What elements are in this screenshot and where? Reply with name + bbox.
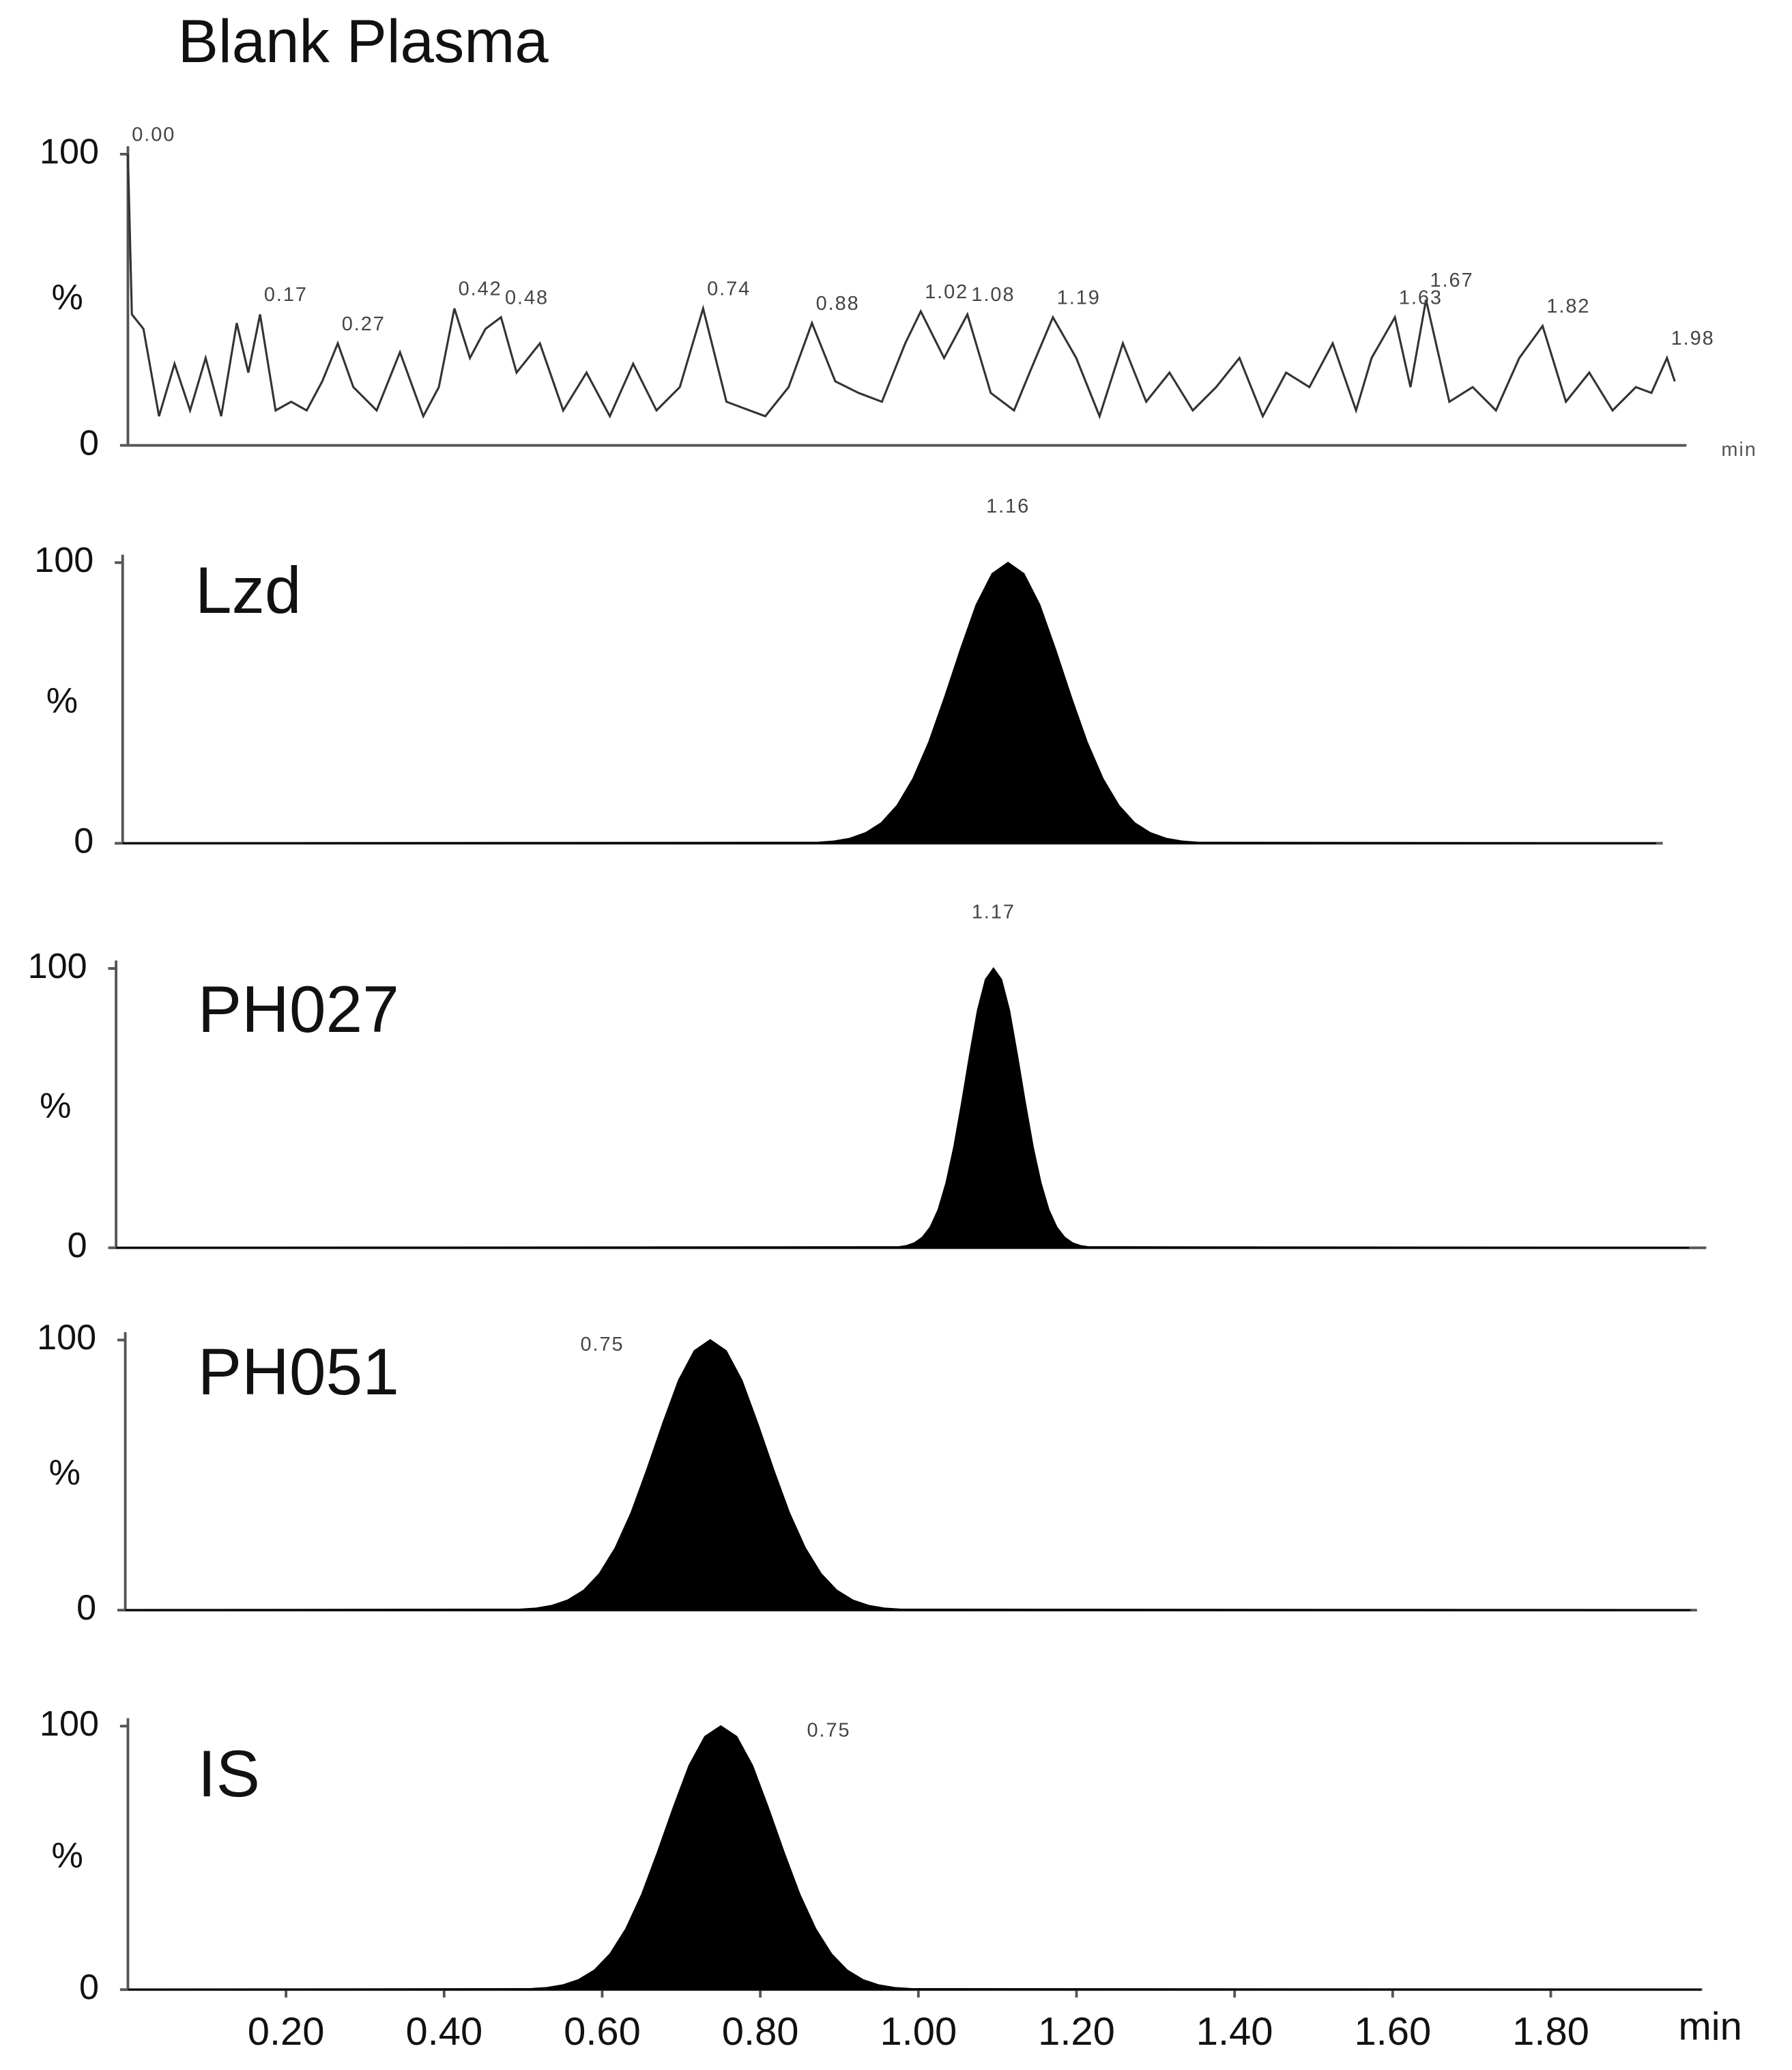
- y-tick-label: 0: [76, 1588, 96, 1628]
- x-tick-label: 1.60: [1354, 2010, 1431, 2054]
- x-tick-label: 1.40: [1196, 2010, 1273, 2054]
- y-tick-label: 0: [68, 1226, 87, 1265]
- peak-annotation: 1.82: [1546, 296, 1590, 317]
- x-axis-label: min: [1721, 439, 1757, 461]
- y-axis-label: %: [51, 1836, 83, 1875]
- trace: [126, 154, 1676, 420]
- panel: IS 0 100% 0.20 0.40 0.60 0.80 1.00 1.20 1.40 1.60 1…: [40, 1704, 1742, 2054]
- y-axis-label: %: [49, 1453, 81, 1493]
- y-tick-label: 0: [79, 423, 99, 463]
- panel-title: Lzd: [195, 554, 302, 627]
- x-tick-label: 0.40: [405, 2010, 482, 2054]
- panel-title: PH051: [198, 1336, 399, 1409]
- y-axis-label: %: [40, 1086, 71, 1125]
- peak-annotation: 0.48: [505, 287, 549, 308]
- y-axis-label: %: [46, 681, 78, 721]
- peak-label: 0.75: [580, 1334, 624, 1355]
- panel-title: PH027: [198, 973, 399, 1046]
- y-axis-label: %: [51, 278, 83, 317]
- x-tick-label: 1.20: [1038, 2010, 1115, 2054]
- x-tick-label: 1.00: [880, 2010, 957, 2054]
- peak-area: [125, 1339, 1691, 1611]
- x-tick-label: 0.20: [248, 2010, 325, 2054]
- peak-annotation: 0.00: [132, 124, 175, 145]
- peak-annotation: 0.88: [816, 293, 860, 315]
- y-tick-label: 0: [74, 821, 93, 861]
- peak-label: 1.16: [986, 495, 1030, 517]
- x-tick-label: 0.60: [564, 2010, 641, 2054]
- peak-annotation: 1.67: [1430, 270, 1473, 291]
- peak-area: [122, 561, 1656, 844]
- peak-annotation: 0.17: [264, 284, 308, 306]
- x-tick-label: 1.80: [1512, 2010, 1589, 2054]
- panel: Lzd 0 100% 1.16: [34, 495, 1663, 861]
- panel-title: Blank Plasma: [178, 8, 549, 75]
- panel: Blank Plasma 0 100% min 0.00 0.17 0.27 0.42 0.48…: [40, 8, 1757, 463]
- y-tick-label: 100: [28, 947, 87, 986]
- x-axis-label: min: [1678, 2004, 1742, 2048]
- x-tick-label: 0.80: [722, 2010, 799, 2054]
- y-tick-label: 0: [79, 1968, 99, 2007]
- peak-area: [116, 966, 1690, 1249]
- peak-annotation: 0.74: [707, 278, 751, 300]
- panel: PH027 0 100% 1.17: [28, 902, 1707, 1265]
- peak-area: [128, 1725, 1701, 1991]
- peak-annotation: 1.08: [971, 284, 1015, 306]
- peak-annotation: 1.98: [1671, 328, 1715, 349]
- panel-title: IS: [198, 1738, 260, 1811]
- y-tick-label: 100: [40, 132, 99, 172]
- peak-label: 0.75: [807, 1719, 851, 1741]
- peak-annotation: 0.27: [342, 313, 386, 335]
- y-tick-label: 100: [40, 1704, 99, 1744]
- peak-annotation: 0.42: [459, 278, 502, 300]
- y-tick-label: 100: [37, 1318, 96, 1357]
- peak-annotation: 1.02: [925, 281, 968, 303]
- peak-label: 1.17: [972, 902, 1015, 923]
- peak-annotation: 1.19: [1057, 287, 1101, 308]
- panel: PH051 0 100% 0.75: [37, 1318, 1697, 1628]
- y-tick-label: 100: [34, 541, 93, 580]
- peak-annotation: 1.63: [1399, 287, 1443, 308]
